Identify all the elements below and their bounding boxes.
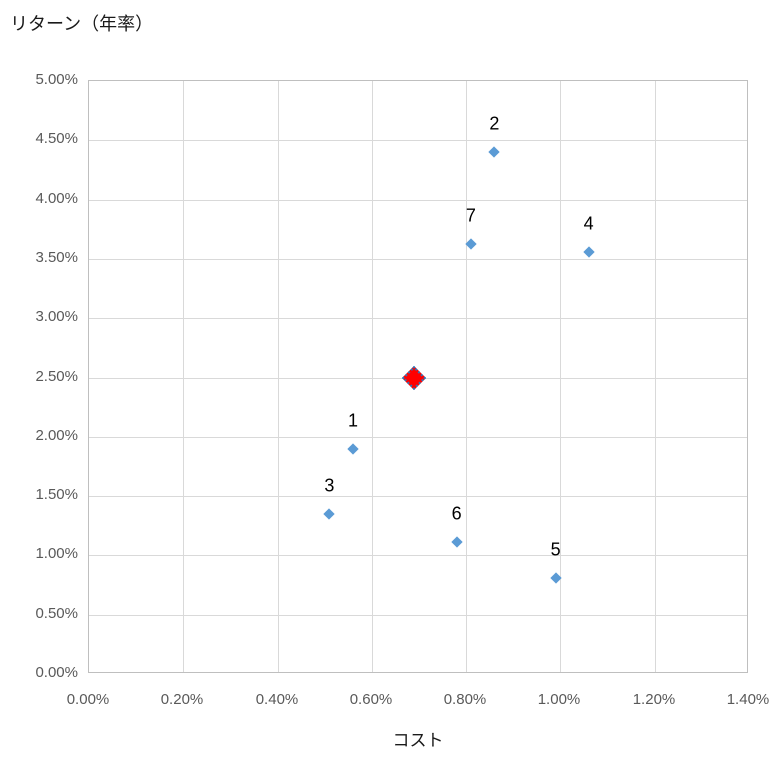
y-tick-label: 3.50% xyxy=(35,249,78,266)
y-tick-label: 4.50% xyxy=(35,130,78,147)
gridline-horizontal xyxy=(89,318,747,319)
data-point-label: 6 xyxy=(451,503,462,524)
y-tick-label: 1.50% xyxy=(35,486,78,503)
gridline-horizontal xyxy=(89,555,747,556)
y-tick-label: 0.50% xyxy=(35,605,78,622)
gridline-vertical xyxy=(655,81,656,672)
x-tick-label: 0.80% xyxy=(443,691,487,708)
data-point-label: 2 xyxy=(489,113,500,134)
y-tick-label: 0.00% xyxy=(35,664,78,681)
gridline-vertical xyxy=(560,81,561,672)
plot-area: 1 2 3 4 5 6 7 xyxy=(88,80,748,673)
data-point-label: 3 xyxy=(324,475,335,496)
data-point-label: 1 xyxy=(347,410,359,431)
x-tick-label: 0.60% xyxy=(349,691,393,708)
gridline-horizontal xyxy=(89,140,747,141)
gridline-horizontal xyxy=(89,615,747,616)
x-tick-label: 0.00% xyxy=(66,691,110,708)
y-tick-label: 4.00% xyxy=(35,190,78,207)
y-tick-label: 2.50% xyxy=(35,368,78,385)
x-tick-label: 0.40% xyxy=(255,691,299,708)
data-point-highlighted[interactable] xyxy=(402,365,427,390)
x-axis-title: コスト xyxy=(392,731,444,750)
data-point-1[interactable] xyxy=(347,443,359,455)
y-tick-label: 1.00% xyxy=(35,545,78,562)
y-tick-label: 3.00% xyxy=(35,308,78,325)
data-point-6[interactable] xyxy=(451,536,463,549)
gridline-horizontal xyxy=(89,496,747,497)
gridline-vertical xyxy=(372,81,373,672)
data-point-label: 5 xyxy=(550,539,561,560)
x-tick-label: 1.00% xyxy=(537,691,581,708)
gridline-horizontal xyxy=(89,437,747,438)
x-tick-label: 0.20% xyxy=(160,691,204,708)
chart-title: リターン（年率） xyxy=(10,14,154,34)
gridline-horizontal xyxy=(89,259,747,260)
gridline-vertical xyxy=(278,81,279,672)
data-point-label: 7 xyxy=(465,205,476,225)
data-point-label: 4 xyxy=(583,213,594,234)
gridline-vertical xyxy=(183,81,184,672)
data-point-3[interactable] xyxy=(323,508,336,520)
y-tick-label: 2.00% xyxy=(35,427,78,444)
data-point-4[interactable] xyxy=(583,246,595,258)
x-tick-label: 1.20% xyxy=(632,691,676,708)
gridline-horizontal xyxy=(89,200,747,201)
x-tick-label: 1.40% xyxy=(726,691,770,708)
gridline-vertical xyxy=(466,81,467,672)
data-point-2[interactable] xyxy=(488,146,501,158)
y-tick-label: 5.00% xyxy=(35,71,78,88)
